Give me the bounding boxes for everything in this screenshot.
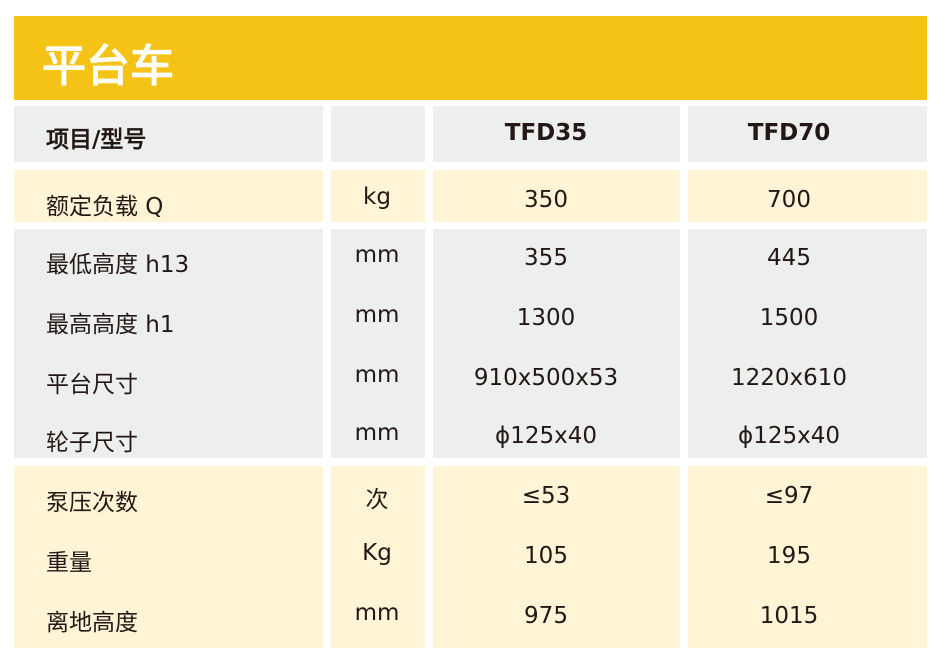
row-label: 轮子尺寸 — [46, 430, 138, 456]
row-value-tfd70: 700 — [767, 187, 811, 213]
row-label: 平台尺寸 — [46, 372, 138, 398]
table-cell-bg — [331, 106, 425, 162]
row-value-tfd70: ≤97 — [764, 483, 814, 509]
row-label: 额定负载 Q — [46, 194, 164, 220]
row-unit: mm — [354, 420, 400, 446]
row-label: 泵压次数 — [46, 490, 138, 516]
row-value-tfd70: ϕ125x40 — [738, 423, 840, 449]
row-value-tfd70: 1015 — [759, 603, 819, 629]
row-value-tfd70: 445 — [767, 245, 811, 271]
table-cell-bg — [14, 466, 323, 648]
row-unit: 次 — [365, 487, 389, 513]
row-value-tfd35: 910x500x53 — [473, 365, 619, 391]
header-item-label: 项目/型号 — [46, 127, 147, 153]
table-cell-bg — [433, 229, 680, 458]
row-value-tfd70: 1220x610 — [730, 365, 848, 391]
row-unit: mm — [354, 302, 400, 328]
row-unit: mm — [354, 242, 400, 268]
table-cell-bg — [688, 229, 927, 458]
header-model-tfd35: TFD35 — [504, 120, 588, 146]
table-cell-bg — [433, 170, 680, 222]
table-cell-bg — [688, 106, 927, 162]
header-model-tfd70: TFD70 — [747, 120, 831, 146]
row-value-tfd35: 1300 — [516, 305, 576, 331]
table-cell-bg — [688, 466, 927, 648]
row-value-tfd70: 1500 — [759, 305, 819, 331]
row-label: 最高高度 h1 — [46, 312, 175, 338]
table-cell-bg — [433, 466, 680, 648]
row-unit: Kg — [362, 540, 392, 566]
row-value-tfd70: 195 — [767, 543, 811, 569]
row-unit: kg — [363, 184, 391, 210]
title-bar: 平台车 — [14, 16, 927, 100]
row-value-tfd35: 355 — [524, 245, 568, 271]
row-value-tfd35: 975 — [524, 603, 568, 629]
row-label: 最低高度 h13 — [46, 252, 190, 278]
row-value-tfd35: ≤53 — [521, 483, 571, 509]
row-value-tfd35: ϕ125x40 — [495, 423, 597, 449]
table-cell-bg — [331, 170, 425, 222]
row-unit: mm — [354, 362, 400, 388]
table-cell-bg — [331, 466, 425, 648]
table-cell-bg — [688, 170, 927, 222]
row-label: 离地高度 — [46, 610, 138, 636]
row-unit: mm — [354, 600, 400, 626]
row-value-tfd35: 105 — [524, 543, 568, 569]
table-cell-bg — [331, 229, 425, 458]
table-cell-bg — [14, 106, 323, 162]
row-label: 重量 — [46, 550, 92, 576]
table-cell-bg — [433, 106, 680, 162]
row-value-tfd35: 350 — [524, 187, 568, 213]
table-cell-bg — [14, 170, 323, 222]
page-title: 平台车 — [42, 41, 174, 92]
table-cell-bg — [14, 229, 323, 458]
